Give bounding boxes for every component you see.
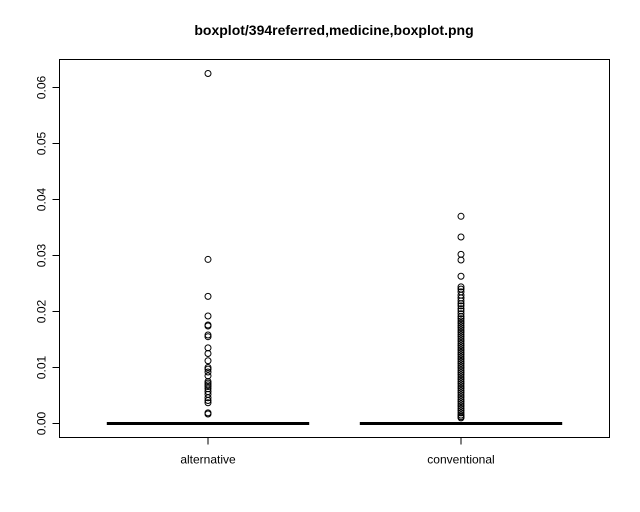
box-alternative: [106, 70, 310, 425]
x-tick-label: conventional: [427, 453, 494, 467]
outlier-point: [457, 317, 465, 325]
outlier-point: [457, 326, 465, 334]
chart-title: boxplot/394referred,medicine,boxplot.png: [194, 22, 473, 38]
outlier-point: [457, 337, 465, 345]
y-tick-label: 0.03: [35, 243, 49, 267]
outlier-point: [204, 383, 212, 391]
outlier-point: [457, 348, 465, 356]
y-axis: 0.00 0.01 0.02 0.03 0.04 0.05 0.06: [35, 75, 60, 435]
outlier-point: [204, 399, 212, 407]
outlier-point: [457, 402, 465, 410]
outlier-point: [204, 70, 212, 77]
outlier-point: [457, 371, 465, 379]
outlier-point: [457, 300, 465, 308]
outlier-point: [204, 292, 212, 300]
y-tick-label: 0.05: [35, 131, 49, 155]
outlier-point: [204, 357, 212, 365]
outlier-point: [457, 389, 465, 397]
outlier-point: [457, 324, 465, 332]
outlier-point: [457, 393, 465, 401]
outlier-point: [204, 365, 212, 373]
outlier-point: [457, 362, 465, 370]
outlier-point: [204, 368, 212, 376]
outlier-point: [457, 400, 465, 408]
outlier-point: [457, 302, 465, 310]
y-tick-label: 0.02: [35, 299, 49, 323]
outlier-point: [457, 342, 465, 350]
outlier-point: [457, 373, 465, 381]
outlier-point: [204, 410, 212, 418]
y-tick-label: 0.01: [35, 355, 49, 379]
outlier-point: [457, 414, 465, 422]
outlier-point: [204, 333, 212, 341]
outlier-point: [457, 375, 465, 383]
outlier-point: [457, 319, 465, 327]
outlier-point: [457, 315, 465, 323]
outlier-point: [457, 272, 465, 280]
outlier-point: [457, 328, 465, 336]
outlier-point: [457, 355, 465, 363]
outlier-point: [457, 369, 465, 377]
boxes: [106, 70, 563, 425]
outlier-point: [457, 384, 465, 392]
outlier-point: [204, 397, 212, 405]
outlier-point: [457, 357, 465, 365]
outlier-point: [457, 233, 465, 241]
outlier-point: [204, 312, 212, 320]
plot-frame: [59, 59, 610, 438]
outlier-point: [457, 339, 465, 347]
outlier-point: [457, 333, 465, 341]
outlier-point: [457, 305, 465, 313]
outlier-point: [204, 394, 212, 402]
outlier-point: [204, 322, 212, 330]
outlier-point: [457, 283, 465, 291]
outlier-point: [457, 382, 465, 390]
outlier-point: [457, 404, 465, 412]
outlier-point: [457, 346, 465, 354]
outlier-point: [457, 366, 465, 374]
outlier-point: [457, 310, 465, 318]
outlier-point: [457, 378, 465, 385]
outlier-point: [457, 360, 465, 368]
outlier-point: [457, 380, 465, 388]
outlier-point: [457, 351, 465, 359]
x-axis: alternative conventional: [180, 437, 495, 467]
y-tick-label: 0.00: [35, 411, 49, 435]
outlier-point: [457, 344, 465, 352]
outlier-point: [457, 395, 465, 403]
outlier-point: [457, 353, 465, 361]
y-tick-label: 0.06: [35, 75, 49, 99]
outlier-point: [457, 297, 465, 305]
outlier-point: [457, 409, 465, 417]
outlier-point: [457, 313, 465, 321]
outlier-point: [457, 330, 465, 338]
outlier-point: [457, 322, 465, 329]
outlier-point: [457, 256, 465, 264]
y-tick-label: 0.04: [35, 187, 49, 211]
outlier-point: [204, 255, 212, 263]
outlier-point: [457, 212, 465, 220]
outlier-point: [457, 364, 465, 372]
outlier-point: [457, 391, 465, 399]
outlier-point: [204, 350, 212, 357]
box-conventional: [359, 212, 563, 425]
outlier-point: [457, 386, 465, 394]
outlier-point: [457, 398, 465, 406]
outlier-point: [457, 335, 465, 343]
x-tick-label: alternative: [180, 453, 236, 467]
